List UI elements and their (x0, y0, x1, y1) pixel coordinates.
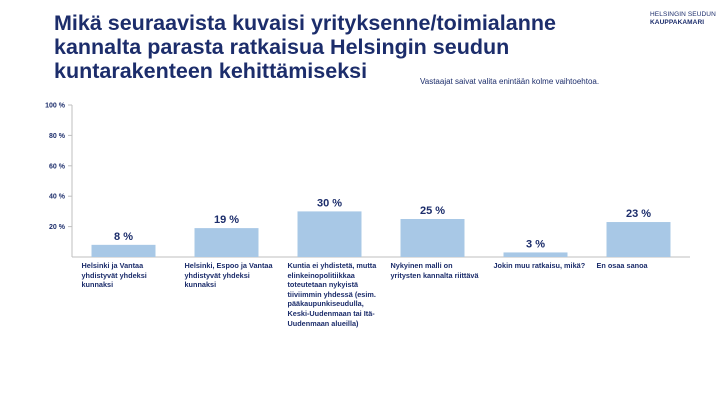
data-label: 25 % (420, 205, 445, 217)
y-tick-label: 80 % (49, 133, 66, 140)
title-line-3: kuntarakenteen kehittämiseksi (54, 59, 368, 83)
data-label: 3 % (526, 238, 545, 250)
bar (91, 244, 156, 257)
bar (606, 222, 671, 257)
x-category-label: Kuntia ei yhdistetä, mutta elinkeinopoli… (287, 261, 377, 328)
x-category-label: Nykyinen malli on yritysten kannalta rii… (390, 261, 479, 280)
x-category-label: En osaa sanoa (596, 261, 648, 270)
bar (400, 219, 465, 257)
data-label: 8 % (114, 231, 133, 243)
bar (194, 228, 259, 257)
chamber-logo: HELSINGIN SEUDUN KAUPPAKAMARI (650, 11, 716, 27)
data-label: 23 % (626, 208, 651, 220)
data-label: 19 % (214, 214, 239, 226)
title-line-1: Mikä seuraavista kuvaisi yrityksenne/toi… (54, 11, 556, 35)
logo-line-1: HELSINGIN SEUDUN (650, 11, 716, 18)
x-category-label: Helsinki ja Vantaa yhdistyvät yhdeksi ku… (81, 261, 147, 290)
subtitle: Vastaajat saivat valita enintään kolme v… (420, 77, 600, 86)
title-line-2: kannalta parasta ratkaisua Helsingin seu… (54, 35, 510, 59)
y-tick-label: 60 % (49, 163, 66, 170)
y-tick-label: 100 % (45, 103, 66, 110)
page-title: Mikä seuraavista kuvaisi yrityksenne/toi… (54, 11, 644, 83)
y-tick-label: 40 % (49, 194, 66, 201)
y-tick-label: 20 % (49, 224, 66, 231)
x-category-label: Helsinki, Espoo ja Vantaa yhdistyvät yhd… (184, 261, 273, 290)
logo-line-2: KAUPPAKAMARI (650, 19, 705, 26)
bar (503, 252, 568, 257)
x-category-label: Jokin muu ratkaisu, mikä? (493, 261, 586, 270)
data-label: 30 % (317, 197, 342, 209)
bar (297, 211, 362, 257)
